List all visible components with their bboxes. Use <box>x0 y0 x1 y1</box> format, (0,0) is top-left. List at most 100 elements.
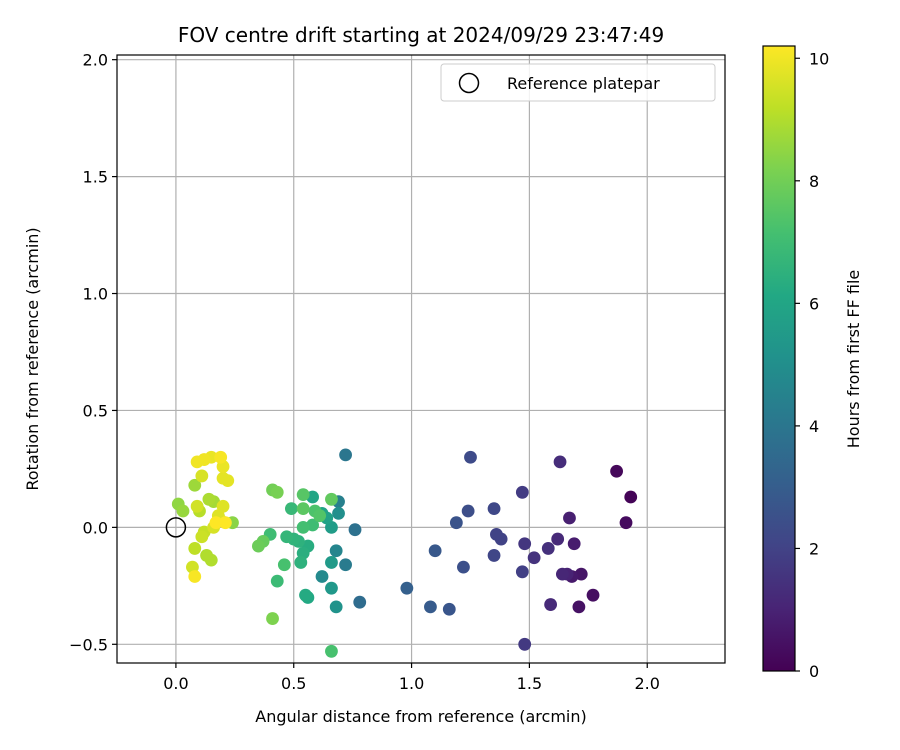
scatter-point <box>296 520 310 534</box>
scatter-point <box>339 448 352 462</box>
scatter-point <box>619 516 633 530</box>
scatter-point <box>541 542 555 555</box>
y-axis-label: Rotation from reference (arcmin) <box>23 227 42 490</box>
scatter-point <box>515 565 529 579</box>
scatter-point <box>449 516 463 530</box>
scatter-point <box>518 637 532 651</box>
scatter-point <box>216 471 230 485</box>
y-tick-label: 2.0 <box>83 51 108 70</box>
scatter-point <box>294 556 308 569</box>
scatter-point <box>325 492 338 506</box>
scatter-point <box>284 502 298 516</box>
scatter-point <box>190 499 204 513</box>
scatter-point <box>464 450 477 464</box>
chart-title: FOV centre drift starting at 2024/09/29 … <box>178 23 664 47</box>
scatter-point <box>563 511 576 525</box>
scatter-point <box>518 537 532 551</box>
scatter-point <box>329 544 343 558</box>
scatter-point <box>190 455 204 469</box>
scatter-point <box>325 556 338 569</box>
colorbar-tick-label: 6 <box>809 294 819 313</box>
x-tick-label: 0.0 <box>163 674 188 693</box>
scatter-point <box>442 602 456 616</box>
legend: Reference platepar <box>440 63 716 102</box>
x-axis-ticks: 0.0 0.5 1.0 1.5 2.0 <box>163 663 660 693</box>
scatter-point <box>527 551 541 565</box>
scatter-point <box>332 506 345 520</box>
scatter-point <box>461 504 475 518</box>
x-tick-label: 0.5 <box>281 674 306 693</box>
scatter-point <box>624 490 638 504</box>
scatter-point <box>457 560 470 574</box>
colorbar-tick-label: 4 <box>809 417 819 436</box>
y-tick-label: 0.5 <box>83 401 108 420</box>
y-axis-ticks: −0.5 0.0 0.5 1.0 1.5 2.0 <box>69 51 117 654</box>
scatter-point <box>325 644 338 658</box>
colorbar-tick-label: 2 <box>809 539 819 558</box>
colorbar-tick-label: 10 <box>809 49 829 68</box>
scatter-point <box>296 502 310 516</box>
scatter-point <box>329 600 343 614</box>
plot-background <box>117 55 725 663</box>
scatter-point <box>315 570 329 583</box>
scatter-point <box>515 485 529 499</box>
legend-reference-label: Reference platepar <box>507 74 660 93</box>
scatter-point <box>313 509 327 523</box>
plot-frame <box>116 54 726 664</box>
colorbar-label: Hours from first FF file <box>844 270 863 449</box>
scatter-point <box>544 598 558 611</box>
scatter-point <box>296 488 310 502</box>
scatter-point <box>251 539 265 553</box>
scatter-point <box>195 530 209 544</box>
scatter-point <box>572 600 586 614</box>
colorbar-tick-label: 0 <box>809 662 819 681</box>
scatter-point <box>487 549 501 562</box>
scatter-points <box>171 448 638 658</box>
legend-box <box>440 63 716 102</box>
scatter-point <box>567 537 581 551</box>
scatter-point <box>551 532 565 546</box>
scatter-point <box>487 502 501 516</box>
colorbar-tick-label: 8 <box>809 172 819 191</box>
colorbar-ticks: 0 2 4 6 8 10 <box>795 49 829 681</box>
legend-reference-marker <box>458 72 480 94</box>
scatter-point <box>339 558 352 572</box>
scatter-point <box>209 516 223 530</box>
scatter-point <box>202 492 216 506</box>
scatter-point <box>348 523 362 537</box>
colorbar-gradient <box>762 45 796 672</box>
scatter-point <box>188 478 202 492</box>
scatter-point <box>610 464 623 478</box>
scatter-point <box>195 469 209 483</box>
scatter-point <box>424 600 437 614</box>
scatter-point <box>400 581 414 595</box>
scatter-point <box>490 527 503 541</box>
scatter-point <box>277 558 291 572</box>
scatter-point <box>200 549 213 562</box>
scatter-point <box>176 504 190 518</box>
y-tick-label: −0.5 <box>69 635 108 654</box>
x-tick-label: 1.0 <box>399 674 424 693</box>
scatter-point <box>586 588 600 602</box>
colorbar: 0 2 4 6 8 10 Hours from first FF file <box>762 45 863 681</box>
scatter-point <box>188 542 202 555</box>
scatter-point <box>299 588 312 602</box>
scatter-point <box>325 581 338 595</box>
y-tick-label: 1.0 <box>83 285 108 304</box>
scatter-point <box>555 567 569 581</box>
scatter-point <box>280 530 294 544</box>
y-tick-label: 1.5 <box>83 168 108 187</box>
scatter-point <box>553 455 567 469</box>
scatter-point <box>270 574 284 588</box>
reference-platepar-marker <box>165 517 187 538</box>
x-axis-label: Angular distance from reference (arcmin) <box>255 707 586 726</box>
plot-area: 0.0 0.5 1.0 1.5 2.0 −0.5 0.0 0.5 1.0 1.5 2.0 <box>69 51 726 693</box>
scatter-point <box>266 612 279 625</box>
scatter-point <box>270 485 284 499</box>
x-tick-label: 2.0 <box>635 674 660 693</box>
scatter-point <box>219 516 232 530</box>
y-tick-label: 0.0 <box>83 518 108 537</box>
scatter-point <box>188 570 202 583</box>
scatter-point <box>214 450 228 464</box>
